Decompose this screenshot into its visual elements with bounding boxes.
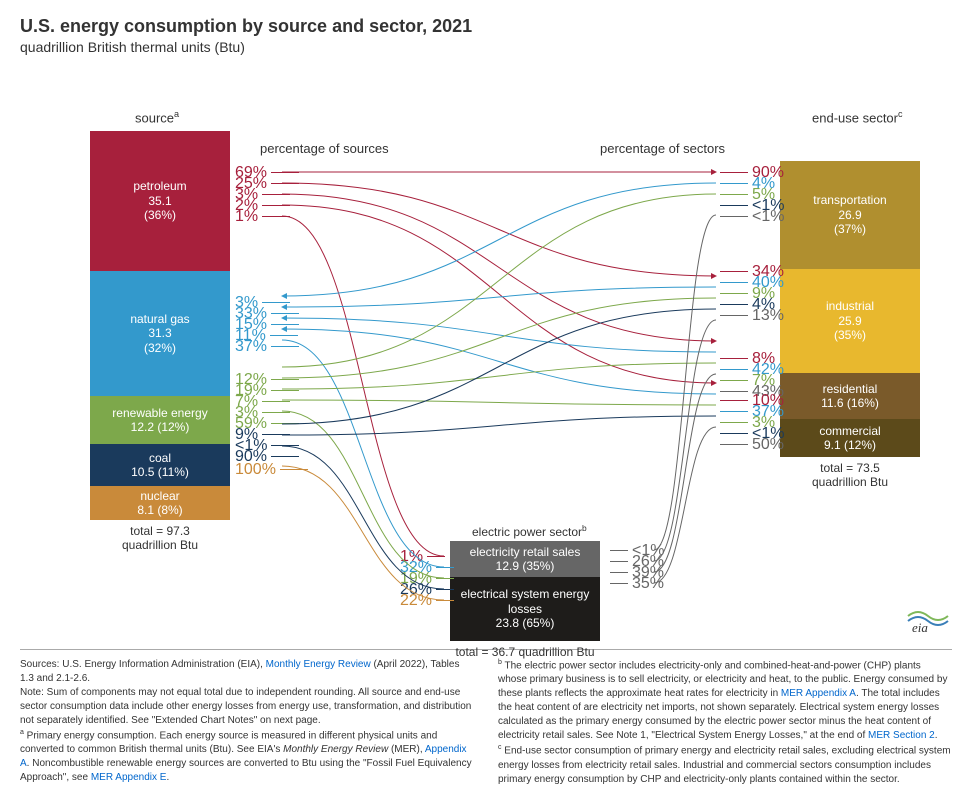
- svg-text:eia: eia: [912, 620, 928, 634]
- pct-sec-commercial: 50%: [720, 439, 784, 450]
- sector-seg-total: total = 73.5 quadrillion Btu: [780, 461, 920, 489]
- sector-seg-residential: residential11.6 (16%): [780, 373, 920, 419]
- pct-src-nuclear: 100%: [235, 464, 308, 475]
- eia-logo: eia: [904, 606, 952, 639]
- pct-src-petroleum: 1%: [235, 211, 290, 222]
- pct-elec-in: 22%: [400, 595, 454, 606]
- chart-subtitle: quadrillion British thermal units (Btu): [20, 39, 952, 55]
- header-source: sourcea: [135, 109, 179, 125]
- source-seg-renewable: renewable energy12.2 (12%): [90, 396, 230, 444]
- pct-elec-out: 35%: [610, 578, 664, 589]
- footnote-right: b The electric power sector includes ele…: [498, 658, 952, 787]
- electric-seg-total: total = 36.7 quadrillion Btu: [450, 645, 600, 659]
- pct-src-natural-gas: 37%: [235, 341, 299, 352]
- source-seg-nuclear: nuclear8.1 (8%): [90, 486, 230, 520]
- header-pct-sources: percentage of sources: [260, 141, 389, 156]
- source-seg-petroleum: petroleum35.1(36%): [90, 131, 230, 271]
- sector-seg-industrial: industrial25.9(35%): [780, 269, 920, 373]
- header-electric: electric power sectorb: [472, 523, 587, 539]
- pct-sec-industrial: 13%: [720, 310, 784, 321]
- sankey-chart: sourcea percentage of sources percentage o…: [20, 61, 952, 641]
- electric-seg-retail: electricity retail sales12.9 (35%): [450, 541, 600, 577]
- sector-seg-transportation: transportation26.9(37%): [780, 161, 920, 269]
- source-seg-total: total = 97.3 quadrillion Btu: [90, 524, 230, 552]
- pct-sec-transportation: <1%: [720, 211, 784, 222]
- chart-title: U.S. energy consumption by source and se…: [20, 16, 952, 37]
- footnote-left: Sources: U.S. Energy Information Adminis…: [20, 658, 474, 787]
- header-end-use: end-use sectorc: [812, 109, 903, 125]
- footnotes: Sources: U.S. Energy Information Adminis…: [20, 658, 952, 787]
- source-seg-natural-gas: natural gas31.3(32%): [90, 271, 230, 396]
- sector-seg-commercial: commercial9.1 (12%): [780, 419, 920, 457]
- header-pct-sectors: percentage of sectors: [600, 141, 725, 156]
- source-seg-coal: coal10.5 (11%): [90, 444, 230, 486]
- electric-seg-losses: electrical system energy losses23.8 (65%…: [450, 577, 600, 641]
